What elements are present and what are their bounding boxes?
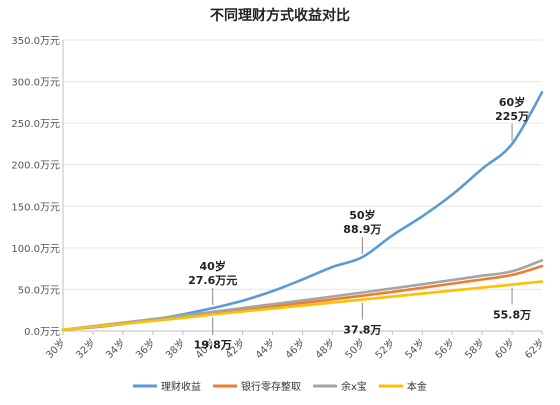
annotation-label: 60岁	[499, 95, 525, 109]
series-line	[61, 259, 544, 332]
series-line	[61, 91, 544, 332]
legend-label: 余x宝	[341, 380, 367, 393]
x-tick-label: 34岁	[103, 336, 128, 361]
legend-label: 本金	[407, 380, 427, 393]
y-tick-label: 0.0万元	[24, 327, 60, 338]
y-tick-label: 150.0万元	[11, 202, 60, 213]
axes: 0.0万元 50.0万元 100.0万元 150.0万元 200.0万元 250.0万元 3…	[11, 36, 547, 361]
y-tick-label: 50.0万元	[18, 285, 60, 296]
annotation-label: 55.8万	[493, 309, 531, 322]
y-tick-label: 300.0万元	[11, 78, 60, 89]
y-tick-label: 250.0万元	[11, 119, 60, 130]
annotation-label: 19.8万	[194, 339, 232, 352]
annotation-label: 225万	[495, 110, 529, 123]
legend: 理财收益 银行零存整取 余x宝 本金	[133, 380, 427, 393]
annotation-label: 27.6万元	[188, 274, 237, 287]
x-tick-label: 38岁	[163, 336, 188, 361]
x-tick-label: 44岁	[252, 336, 277, 361]
annotation-label: 40岁	[200, 259, 226, 273]
x-tick-label: 30岁	[43, 336, 68, 361]
annotation-label: 50岁	[349, 208, 375, 222]
grid	[63, 39, 542, 332]
x-tick-label: 58岁	[462, 336, 487, 361]
legend-label: 银行零存整取	[241, 380, 301, 393]
annotation-label: 37.8万	[343, 324, 381, 337]
y-tick-label: 350.0万元	[11, 36, 60, 47]
legend-label: 理财收益	[161, 380, 201, 393]
y-tick-label: 200.0万元	[11, 161, 60, 172]
annotation-label: 88.9万	[343, 223, 381, 236]
x-tick-label: 52岁	[372, 336, 397, 361]
x-tick-label: 56岁	[432, 336, 457, 361]
x-tick-label: 46岁	[282, 336, 307, 361]
series-lines	[61, 91, 544, 332]
x-tick-label: 60岁	[492, 336, 517, 361]
x-tick-label: 62岁	[522, 336, 547, 361]
x-tick-label: 32岁	[73, 336, 98, 361]
x-tick-label: 54岁	[402, 336, 427, 361]
y-tick-label: 100.0万元	[11, 244, 60, 255]
chart-title: 不同理财方式收益对比	[210, 7, 350, 24]
x-tick-label: 48岁	[312, 336, 337, 361]
x-tick-label: 50岁	[342, 336, 367, 361]
series-line	[61, 280, 544, 332]
x-tick-label: 36岁	[133, 336, 158, 361]
